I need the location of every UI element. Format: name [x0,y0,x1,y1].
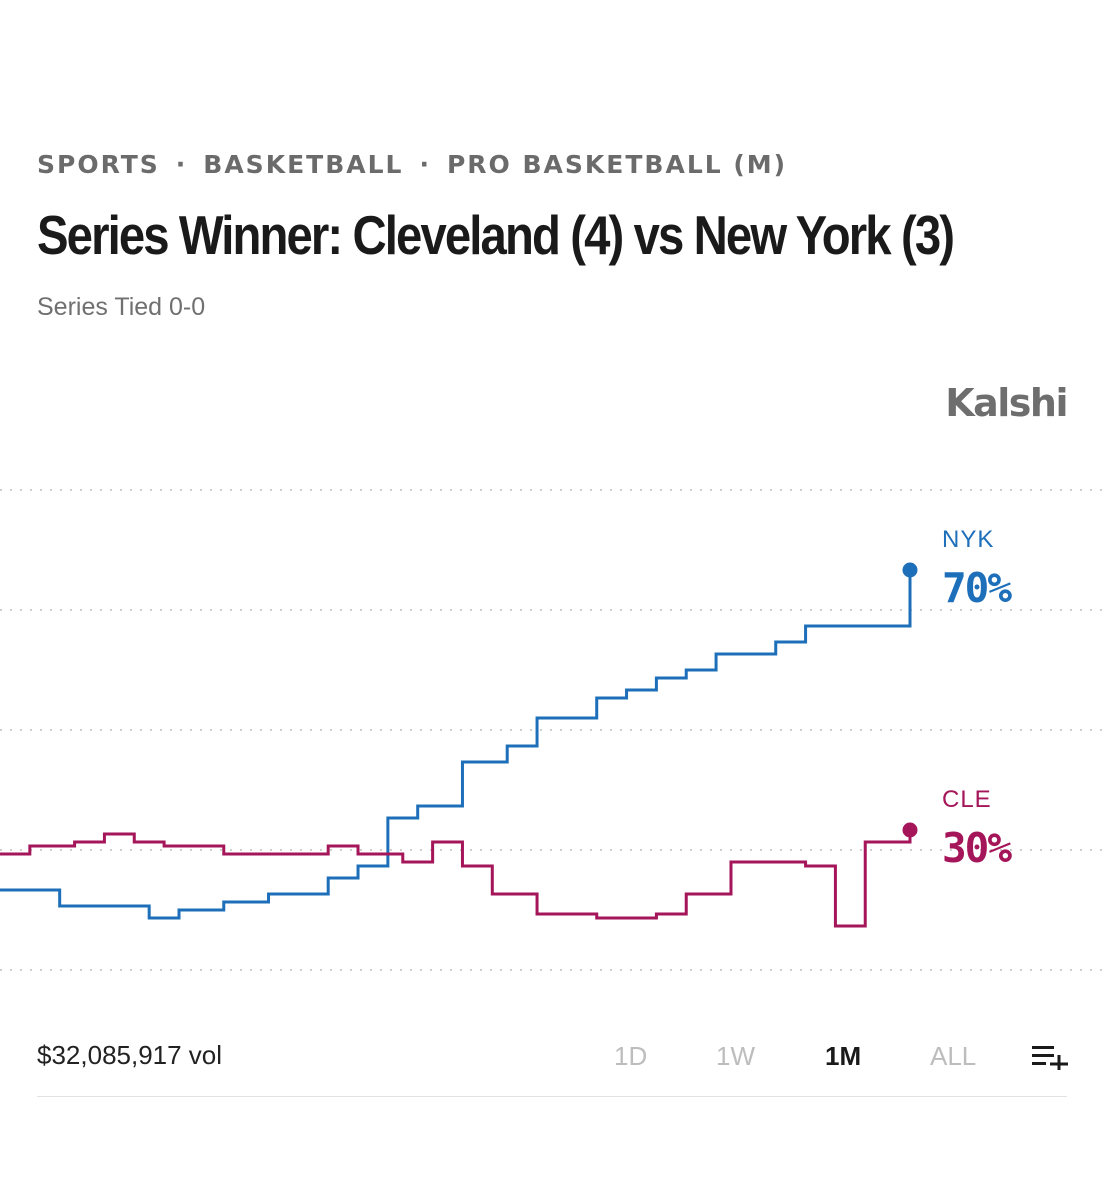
kalshi-logo: Kalshi [945,381,1068,425]
series-endpoint-nyk [902,562,918,578]
series-status: Series Tied 0-0 [37,293,206,321]
range-1w-button[interactable]: 1W [716,1041,755,1071]
series-endpoint-cle [902,822,918,838]
range-all-button[interactable]: ALL [930,1041,977,1071]
divider [37,1096,1067,1097]
volume-label: $32,085,917 vol [37,1040,223,1070]
range-1m-button[interactable]: 1M [825,1041,862,1071]
add-to-list-icon[interactable] [1032,1044,1070,1070]
series-line-nyk [0,570,912,920]
series-value-nyk: 70% [942,564,1012,612]
breadcrumb-separator: · [419,150,431,179]
breadcrumb-item-pro-basketball[interactable]: PRO BASKETBALL (M) [446,150,788,179]
series-name-nyk: NYK [942,526,994,553]
series-name-cle: CLE [942,786,992,813]
breadcrumb-item-basketball[interactable]: BASKETBALL [203,150,404,179]
series-value-cle: 30% [942,824,1012,872]
page-title: Series Winner: Cleveland (4) vs New York… [37,204,955,266]
breadcrumb: SPORTS · BASKETBALL · PRO BASKETBALL (M) [37,150,787,179]
odds-chart: NYK 70% CLE 30% [0,489,1107,971]
breadcrumb-separator: · [175,150,188,179]
series-line-cle [0,830,912,928]
breadcrumb-item-sports[interactable]: SPORTS [37,150,160,179]
range-1d-button[interactable]: 1D [614,1041,648,1071]
